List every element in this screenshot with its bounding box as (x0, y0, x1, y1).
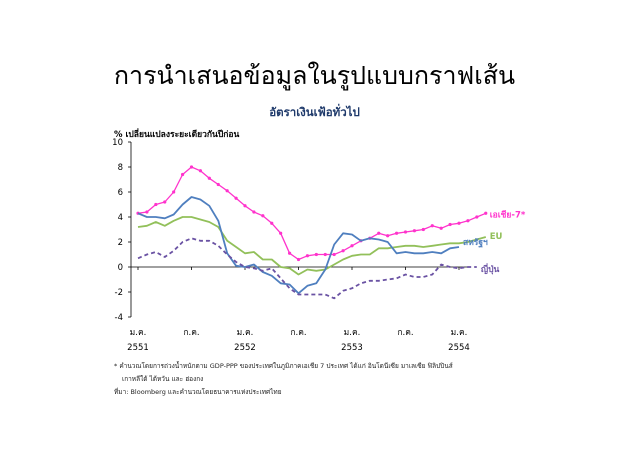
series-point (189, 165, 194, 169)
series-point (270, 221, 274, 225)
series-point (314, 252, 318, 257)
y-tick-label: 0 (118, 263, 123, 273)
x-tick-label: ม.ค. (130, 328, 147, 338)
x-tick-year-label: 2551 (127, 343, 149, 353)
series-point (323, 252, 327, 257)
series-point (457, 221, 461, 225)
series-line (137, 216, 487, 276)
series-point (386, 234, 390, 238)
footnote-line-1: * คำนวณโดยการถ่วงน้ำหนักตาม GDP-PPP ของป… (114, 362, 453, 370)
series-point (332, 252, 336, 257)
series-label: เอเชีย-7* (490, 209, 526, 220)
series-point (261, 214, 265, 218)
series-point (180, 172, 185, 177)
y-tick-label: 8 (118, 163, 123, 173)
series-line (137, 237, 477, 300)
series-point (163, 200, 167, 204)
series-point (448, 222, 452, 227)
series-point (252, 210, 256, 214)
footnote-line-2: เกาหลีใต้ ไต้หวัน และ ฮ่องกง (122, 375, 204, 383)
y-tick-label: 4 (118, 213, 123, 223)
series-point (243, 204, 247, 208)
y-tick-label: 10 (112, 138, 123, 148)
series-point (154, 202, 158, 207)
series-point (172, 190, 176, 194)
chart-title: อัตราเงินเฟ้อทั่วไป (269, 105, 360, 119)
series-point (377, 231, 381, 235)
series-point (421, 227, 425, 232)
series-point (279, 231, 283, 235)
y-tick-label: -4 (115, 313, 123, 323)
x-tick-year-label: 2554 (448, 343, 470, 353)
series-point (287, 251, 292, 255)
series-point (439, 226, 443, 230)
x-tick-label: ก.ค. (397, 328, 413, 338)
series-point (216, 182, 220, 187)
series-label: ญี่ปุ่น (481, 262, 500, 275)
series-point (412, 229, 417, 233)
x-tick-label: ก.ค. (183, 328, 199, 338)
series-line (137, 166, 487, 261)
series-point (296, 257, 301, 262)
series-point (466, 219, 470, 223)
series-point (394, 231, 399, 235)
series-point (430, 224, 434, 228)
series-point (207, 176, 211, 180)
slide-title: การนำเสนอข้อมูลในรูปแบบกราฟเส้น (113, 61, 516, 90)
x-tick-label: ม.ค. (237, 328, 254, 338)
series-point (403, 230, 408, 234)
y-axis-label: % เปลี่ยนแปลงระยะเดียวกันปีก่อน (114, 130, 240, 140)
x-tick-year-label: 2552 (234, 343, 256, 353)
x-tick-label: ม.ค. (344, 328, 361, 338)
series-point (350, 244, 354, 248)
series-point (198, 169, 203, 173)
x-tick-label: ม.ค. (451, 328, 468, 338)
x-tick-year-label: 2553 (341, 343, 363, 353)
series-point (484, 211, 488, 215)
y-tick-label: -2 (115, 288, 123, 298)
source-note: ที่มา: Bloomberg และคำนวณโดยธนาคารแห่งปร… (114, 388, 282, 396)
series-label: สหรัฐฯ (463, 237, 488, 248)
series-point (145, 210, 149, 214)
series-label: EU (490, 232, 503, 242)
series-point (225, 189, 229, 193)
series-point (475, 215, 479, 219)
series-point (234, 196, 238, 200)
series-point (341, 249, 345, 253)
series-point (305, 254, 310, 258)
y-tick-label: 6 (118, 188, 123, 198)
series-line (137, 196, 460, 295)
y-tick-label: 2 (118, 238, 123, 248)
x-tick-label: ก.ค. (290, 328, 306, 338)
